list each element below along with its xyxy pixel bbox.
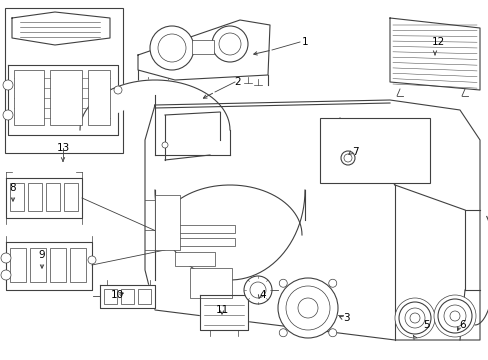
Circle shape: [219, 33, 241, 55]
Circle shape: [328, 329, 336, 337]
Circle shape: [114, 86, 122, 94]
Circle shape: [437, 299, 471, 333]
Circle shape: [158, 34, 185, 62]
Bar: [64, 183, 78, 211]
Text: 8: 8: [10, 183, 16, 193]
Circle shape: [398, 302, 430, 334]
Bar: [190, 268, 231, 298]
Text: 7: 7: [351, 147, 358, 157]
Bar: [28, 183, 42, 211]
Polygon shape: [6, 178, 82, 218]
Circle shape: [449, 311, 459, 321]
Text: 2: 2: [234, 77, 241, 87]
Bar: [50, 70, 82, 125]
Polygon shape: [80, 80, 229, 155]
Text: 13: 13: [56, 143, 69, 153]
Text: 6: 6: [459, 320, 466, 330]
Circle shape: [343, 154, 351, 162]
Circle shape: [394, 298, 434, 338]
Bar: [14, 70, 44, 125]
Text: 4: 4: [259, 290, 266, 300]
Circle shape: [244, 276, 271, 304]
Circle shape: [328, 279, 336, 287]
Bar: [155, 195, 180, 250]
Bar: [175, 252, 215, 266]
Bar: [46, 183, 60, 211]
Bar: [10, 183, 24, 211]
Circle shape: [433, 295, 475, 337]
Text: 9: 9: [39, 250, 45, 260]
Circle shape: [285, 286, 329, 330]
Polygon shape: [12, 12, 110, 45]
Circle shape: [278, 278, 337, 338]
Bar: [175, 225, 235, 233]
Bar: [175, 238, 235, 246]
Circle shape: [279, 279, 286, 287]
Polygon shape: [8, 65, 118, 135]
Bar: [319, 118, 429, 183]
Bar: [10, 248, 26, 282]
Circle shape: [88, 256, 96, 264]
Bar: [104, 289, 117, 304]
Circle shape: [162, 142, 168, 148]
Polygon shape: [138, 20, 269, 80]
Polygon shape: [6, 242, 92, 290]
Circle shape: [297, 298, 317, 318]
Circle shape: [3, 110, 13, 120]
Circle shape: [3, 80, 13, 90]
Text: 5: 5: [423, 320, 429, 330]
Circle shape: [150, 26, 194, 70]
Bar: [88, 70, 110, 125]
Polygon shape: [200, 295, 247, 330]
Bar: [121, 289, 134, 304]
Bar: [5, 8, 123, 153]
Bar: [192, 40, 214, 54]
Text: 10: 10: [110, 290, 123, 300]
Bar: [50, 248, 66, 282]
Circle shape: [443, 305, 465, 327]
Circle shape: [1, 270, 11, 280]
Polygon shape: [389, 18, 479, 90]
Circle shape: [279, 329, 286, 337]
Text: 11: 11: [215, 305, 228, 315]
Bar: [138, 289, 151, 304]
Circle shape: [212, 26, 247, 62]
Circle shape: [404, 308, 424, 328]
Polygon shape: [145, 100, 479, 340]
Bar: [30, 248, 46, 282]
Circle shape: [409, 313, 419, 323]
Circle shape: [340, 151, 354, 165]
Text: 1: 1: [301, 37, 307, 47]
Circle shape: [249, 282, 265, 298]
Text: 12: 12: [430, 37, 444, 47]
Bar: [70, 248, 86, 282]
Polygon shape: [100, 285, 155, 308]
Text: 3: 3: [342, 313, 348, 323]
Circle shape: [1, 253, 11, 263]
